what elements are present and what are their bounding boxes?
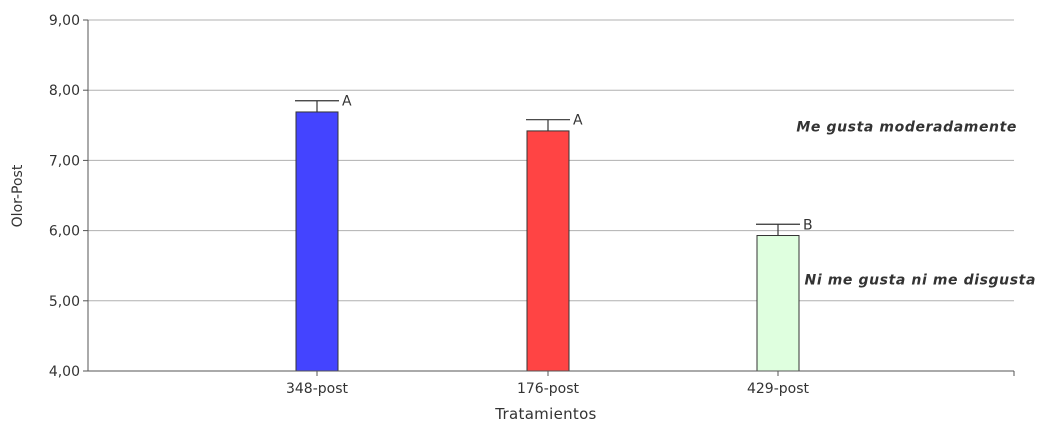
axes [87,20,1015,376]
y-tick-label: 9,00 [49,13,80,29]
x-tick-label: 429-post [747,381,810,397]
y-tick-label: 5,00 [49,294,80,310]
x-tick-label: 176-post [517,381,580,397]
annotation-label: Ni me gusta ni me disgusta [805,273,1037,289]
y-tick-label: 7,00 [49,153,80,169]
error-bars [295,100,800,236]
annotation-label: Me gusta moderadamente [796,120,1017,136]
y-tick-label: 4,00 [49,364,80,380]
y-tick-label: 6,00 [49,224,80,240]
bar-348-post [295,111,339,372]
bar-176-post [526,130,570,372]
bars [295,111,800,372]
y-tick-label: 8,00 [49,83,80,99]
x-tick-label: 348-post [286,381,349,397]
annotations: Me gusta moderadamente Ni me gusta ni me … [796,120,1037,289]
bar-429-post [756,235,800,372]
y-axis-label: Olor-Post [10,164,26,227]
x-axis-label: Tratamientos [494,405,596,423]
significance-letter: A [342,94,352,110]
significance-letter: A [573,113,583,129]
significance-letters: A A B [342,94,813,234]
significance-letter: B [803,217,813,233]
y-ticks: 4,00 5,00 6,00 7,00 8,00 9,00 [49,13,88,380]
x-ticks: 348-post 176-post 429-post [286,371,810,397]
